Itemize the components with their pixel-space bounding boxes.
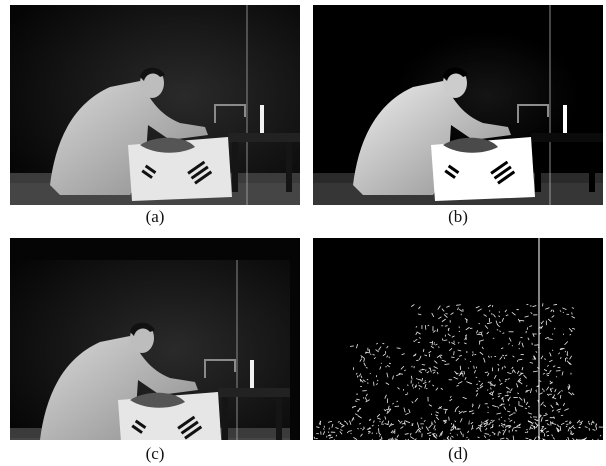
panel-label: (b) xyxy=(448,207,468,226)
photo-b xyxy=(313,5,603,205)
photo-c xyxy=(0,238,300,460)
panel-label: (a) xyxy=(146,207,165,226)
panel-label: (c) xyxy=(146,444,165,463)
photo-a xyxy=(10,5,300,205)
page: {"figure": {"panels": [{"label": "(a)"},… xyxy=(0,0,606,466)
photo-d xyxy=(313,238,603,444)
figure: (a) (b) (c) (d) xyxy=(0,0,606,466)
panel-label: (d) xyxy=(448,444,468,463)
